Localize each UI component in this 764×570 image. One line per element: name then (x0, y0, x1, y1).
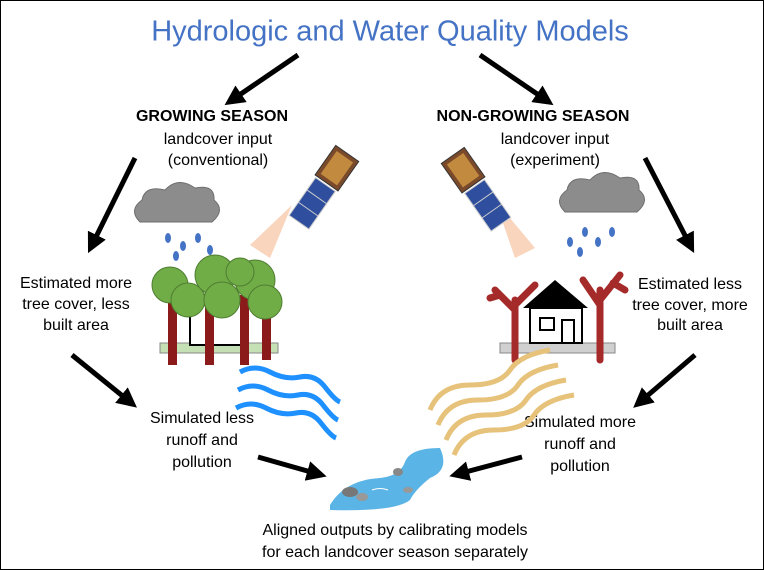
left-simulation: pollution (172, 454, 232, 471)
left-simulation: runoff and (166, 432, 238, 449)
urban (486, 271, 629, 364)
right-simulation: runoff and (544, 436, 616, 453)
conclusion: Aligned outputs by calibrating models (262, 522, 527, 539)
non-growing-line: (experiment) (510, 152, 600, 169)
conclusion: for each landcover season separately (262, 544, 528, 561)
growing-line: (conventional) (168, 152, 269, 169)
non-growing-line: landcover input (501, 131, 610, 148)
right-simulation: Simulated more (524, 414, 636, 431)
cloud (559, 172, 645, 213)
rain (567, 227, 615, 257)
rain (165, 233, 213, 261)
left-estimate: tree cover, less (22, 296, 130, 313)
runoff-high (427, 347, 575, 457)
growing-heading: GROWING SEASON (136, 108, 288, 125)
left-estimate: built area (43, 317, 109, 334)
satellite (440, 146, 512, 232)
left-simulation: Simulated less (150, 410, 254, 427)
right-estimate: tree cover, more (632, 297, 748, 314)
right-estimate: Estimated less (638, 276, 742, 293)
right-estimate: built area (657, 317, 723, 334)
satellite (288, 144, 360, 230)
non-growing-heading: NON-GROWING SEASON (437, 108, 630, 125)
right-simulation: pollution (550, 458, 610, 475)
arrows (70, 52, 697, 481)
forest (151, 254, 283, 365)
cloud (134, 182, 220, 223)
growing-line: landcover input (164, 131, 273, 148)
beam (250, 205, 292, 258)
runoff-low (234, 365, 342, 441)
left-estimate: Estimated more (20, 275, 132, 292)
title: Hydrologic and Water Quality Models (151, 16, 629, 48)
river (330, 448, 444, 511)
